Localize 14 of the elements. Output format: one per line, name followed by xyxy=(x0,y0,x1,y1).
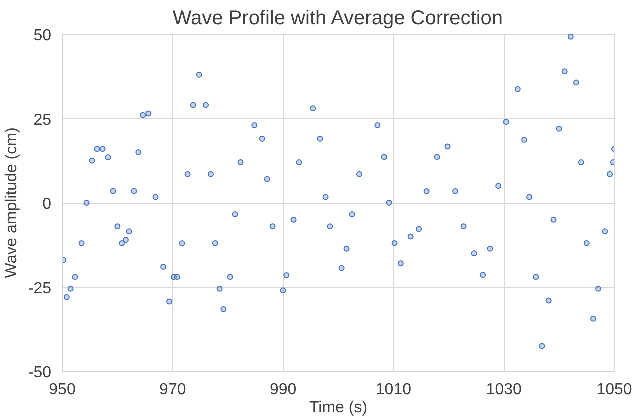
x-tick-label: 1010 xyxy=(376,382,412,398)
x-axis-title: Time (s) xyxy=(309,400,368,416)
y-tick-label: 50 xyxy=(34,28,52,44)
x-tick-label: 970 xyxy=(160,382,186,398)
y-tick-label: 25 xyxy=(34,112,52,129)
x-tick-label: 950 xyxy=(49,382,76,398)
y-tick-label: 0 xyxy=(42,196,52,213)
x-tick-label: 1030 xyxy=(486,382,522,398)
y-tick-label: -25 xyxy=(28,280,52,298)
x-tick-label: 990 xyxy=(270,382,297,398)
chart-title: Wave Profile with Average Correction xyxy=(172,8,504,30)
x-tick-label: 1050 xyxy=(596,382,632,398)
y-axis-title: Wave amplitude (cm) xyxy=(3,128,20,278)
y-tick-label: -50 xyxy=(28,364,52,382)
